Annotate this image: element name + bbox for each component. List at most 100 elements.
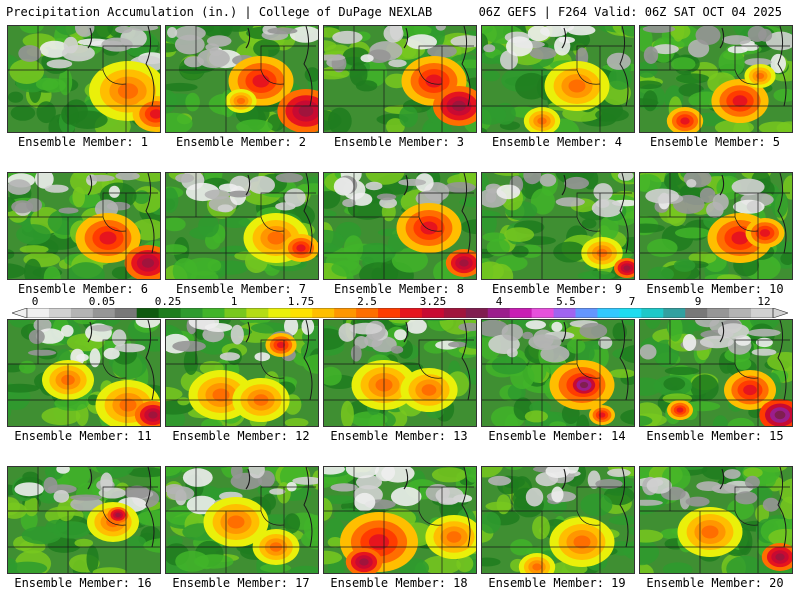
member-label: Ensemble Member: 18 [330,576,468,590]
precip-map [324,467,476,573]
colorbar-swatch [553,308,576,318]
colorbar-swatch [290,308,313,318]
member-label: Ensemble Member: 13 [330,429,468,443]
ensemble-map-panel [7,466,161,574]
colorbar-swatch [92,308,116,318]
precip-map [166,320,318,426]
colorbar-tick-label: 7 [628,295,636,308]
colorbar-swatch [509,308,533,318]
colorbar-swatch [158,308,181,318]
precip-map [640,26,792,132]
state-boundaries [640,173,792,279]
colorbar-swatch [597,308,620,318]
precip-map [166,26,318,132]
member-label: Ensemble Member: 4 [491,135,623,149]
colorbar-swatch [619,308,642,318]
ensemble-map-panel [323,25,477,133]
ensemble-map-panel [639,466,793,574]
precip-map [324,320,476,426]
precip-map [324,173,476,279]
member-label: Ensemble Member: 8 [333,282,465,296]
ensemble-map-panel [481,172,635,280]
precip-map [640,320,792,426]
ensemble-map-panel [481,466,635,574]
ensemble-map-panel [165,172,319,280]
colorbar-swatch [312,308,335,318]
member-label: Ensemble Member: 19 [488,576,626,590]
member-label: Ensemble Member: 17 [172,576,310,590]
colorbar-swatch [663,308,686,318]
ensemble-map-panel [7,25,161,133]
colorbar-swatch [224,308,247,318]
colorbar-swatch [70,308,94,318]
member-label: Ensemble Member: 16 [14,576,152,590]
precip-map [324,26,476,132]
colorbar-tick-label: 4 [495,295,503,308]
colorbar-tick-label: 1 [230,295,238,308]
ensemble-map-panel [165,466,319,574]
member-label: Ensemble Member: 6 [17,282,149,296]
state-boundaries [324,173,476,279]
member-label: Ensemble Member: 7 [175,282,307,296]
colorbar-swatch [465,308,489,318]
ensemble-map-panel [7,319,161,427]
ensemble-map-panel [481,319,635,427]
member-label: Ensemble Member: 2 [175,135,307,149]
member-label: Ensemble Member: 9 [491,282,623,296]
member-label: Ensemble Member: 12 [172,429,310,443]
member-label: Ensemble Member: 5 [649,135,781,149]
colorbar-tick-label: 0.25 [154,295,182,308]
ensemble-map-panel [323,172,477,280]
state-boundaries [482,320,634,426]
map-title: Precipitation Accumulation (in.) | Colle… [6,5,433,19]
member-label: Ensemble Member: 15 [646,429,784,443]
colorbar [12,308,788,318]
colorbar-swatch [114,308,138,318]
colorbar-swatch [575,308,598,318]
colorbar-swatch [641,308,664,318]
ensemble-map-panel [323,466,477,574]
state-boundaries [640,26,792,132]
colorbar-swatch [202,308,225,318]
colorbar-tick-label: 9 [694,295,702,308]
colorbar-swatch [421,308,445,318]
colorbar-tick-label: 5.5 [556,295,576,308]
state-boundaries [482,467,634,573]
ensemble-map-panel [639,172,793,280]
state-boundaries [8,26,160,132]
ensemble-map-panel [165,25,319,133]
state-boundaries [324,467,476,573]
colorbar-swatch [246,308,269,318]
colorbar-swatch [48,308,72,318]
precip-map [482,467,634,573]
precip-map [482,320,634,426]
state-boundaries [640,320,792,426]
state-boundaries [324,26,476,132]
member-label: Ensemble Member: 10 [646,282,784,296]
state-boundaries [166,173,318,279]
colorbar-swatch [180,308,203,318]
colorbar-swatch [751,308,774,318]
state-boundaries [482,173,634,279]
ensemble-map-panel [639,319,793,427]
ensemble-map-panel [639,25,793,133]
valid-time-label: 06Z GEFS | F264 Valid: 06Z SAT OCT 04 20… [478,5,782,19]
ensemble-map-panel [323,319,477,427]
state-boundaries [166,26,318,132]
colorbar-swatch [531,308,554,318]
precip-map [8,173,160,279]
colorbar-swatch [378,308,401,318]
state-boundaries [166,467,318,573]
colorbar-swatch [487,308,511,318]
colorbar-tick-label: 12 [757,295,771,308]
member-label: Ensemble Member: 20 [646,576,784,590]
precip-map [8,467,160,573]
precip-map [166,173,318,279]
state-boundaries [8,320,160,426]
member-label: Ensemble Member: 14 [488,429,626,443]
precip-map [640,173,792,279]
ensemble-map-panel [7,172,161,280]
state-boundaries [8,173,160,279]
precip-map [482,173,634,279]
colorbar-swatch [334,308,357,318]
